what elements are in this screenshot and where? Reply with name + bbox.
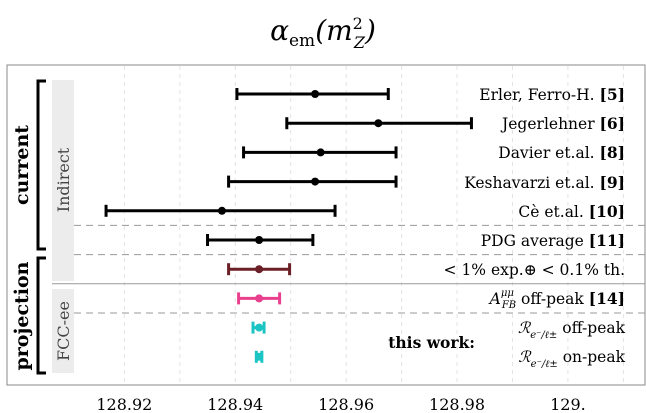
error-bar-row bbox=[104, 204, 337, 217]
sub-label-fccee: FCC-ee bbox=[54, 301, 73, 361]
central-value-point bbox=[217, 206, 226, 215]
central-value-point bbox=[255, 265, 264, 274]
row-label-r-offpeak: ℛe⁻/ℓ± off-peak bbox=[518, 319, 626, 341]
error-bar-row bbox=[242, 146, 398, 159]
x-tick-label: 128.98 bbox=[429, 395, 485, 413]
projection-bracket bbox=[36, 256, 46, 375]
title-alpha: α bbox=[270, 14, 289, 47]
central-value-point bbox=[255, 323, 264, 332]
group-label-projection: projection bbox=[11, 261, 33, 370]
central-value-point bbox=[255, 294, 264, 303]
row-label-afb: Aμμ FB off-peak [14] bbox=[488, 288, 625, 311]
central-value-point bbox=[311, 177, 320, 186]
error-bar-row bbox=[254, 350, 264, 363]
row-label-projection-generic: < 1% exp.⊕ < 0.1% th. bbox=[444, 261, 625, 279]
current-bracket bbox=[36, 79, 46, 251]
title-sub-em: em bbox=[289, 31, 315, 51]
row-label-ce: Cè et.al. [10] bbox=[518, 202, 625, 221]
indirect-panel bbox=[52, 80, 74, 281]
fccee-panel bbox=[52, 289, 74, 373]
x-tick-labels: 128.92 128.94 128.96 128.98 129. bbox=[96, 395, 585, 413]
title-sub-z: Z bbox=[353, 33, 366, 52]
title-arg: (m bbox=[315, 14, 352, 47]
x-tick-label: 128.92 bbox=[96, 395, 152, 413]
x-tick-label: 128.96 bbox=[318, 395, 374, 413]
row-label-erler: Erler, Ferro-H. [5] bbox=[479, 85, 625, 104]
error-bar-row bbox=[206, 234, 315, 246]
error-bar-row bbox=[227, 175, 398, 188]
row-label-keshavarzi: Keshavarzi et.al. [9] bbox=[464, 173, 625, 192]
error-bar-row bbox=[235, 88, 390, 100]
row-separators bbox=[52, 224, 645, 314]
central-value-point bbox=[311, 90, 320, 98]
error-bar-row bbox=[237, 292, 282, 305]
x-tick-label: 129. bbox=[550, 395, 586, 413]
row-label-jegerlehner: Jegerlehner [6] bbox=[500, 114, 625, 133]
error-bar-row bbox=[227, 263, 292, 276]
central-value-point bbox=[255, 236, 264, 244]
row-label-davier: Davier et.al. [8] bbox=[498, 143, 625, 162]
row-label-r-onpeak: ℛe⁻/ℓ± on-peak bbox=[518, 348, 625, 370]
x-tick-label: 128.94 bbox=[207, 395, 263, 413]
central-value-point bbox=[255, 352, 264, 361]
central-value-point bbox=[374, 119, 383, 128]
error-bar-row bbox=[285, 117, 473, 130]
this-work-label: this work: bbox=[388, 333, 475, 352]
row-label-pdg: PDG average [11] bbox=[481, 231, 625, 250]
title-sup: 2 bbox=[353, 14, 363, 33]
title-close: ) bbox=[364, 14, 376, 47]
error-bars bbox=[104, 88, 473, 363]
chart-title: αem(m2 Z) bbox=[270, 14, 376, 52]
sub-label-indirect: Indirect bbox=[54, 147, 73, 212]
row-labels: Erler, Ferro-H. [5] Jegerlehner [6] Davi… bbox=[388, 85, 625, 370]
central-value-point bbox=[316, 148, 325, 157]
group-label-current: current bbox=[11, 125, 33, 205]
error-bar-row bbox=[251, 321, 266, 334]
grid-lines bbox=[123, 66, 624, 384]
